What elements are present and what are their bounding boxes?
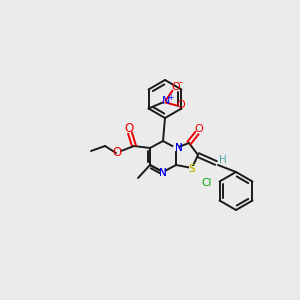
Text: H: H [219, 155, 227, 165]
Text: O: O [171, 82, 180, 92]
Text: N: N [175, 143, 183, 153]
Text: N: N [175, 143, 183, 153]
Text: +: + [167, 93, 174, 102]
Text: N: N [159, 168, 167, 178]
Text: -: - [178, 77, 182, 88]
Text: N: N [159, 168, 167, 178]
Bar [173, 146, 179, 151]
Text: Cl: Cl [201, 178, 212, 188]
Bar [189, 166, 195, 170]
Text: O: O [112, 146, 122, 160]
Text: O: O [195, 124, 203, 134]
Bar [160, 169, 166, 175]
Text: N: N [162, 97, 171, 106]
Text: S: S [189, 164, 195, 174]
Text: O: O [176, 100, 185, 110]
Text: O: O [124, 122, 134, 134]
Text: S: S [189, 164, 195, 174]
